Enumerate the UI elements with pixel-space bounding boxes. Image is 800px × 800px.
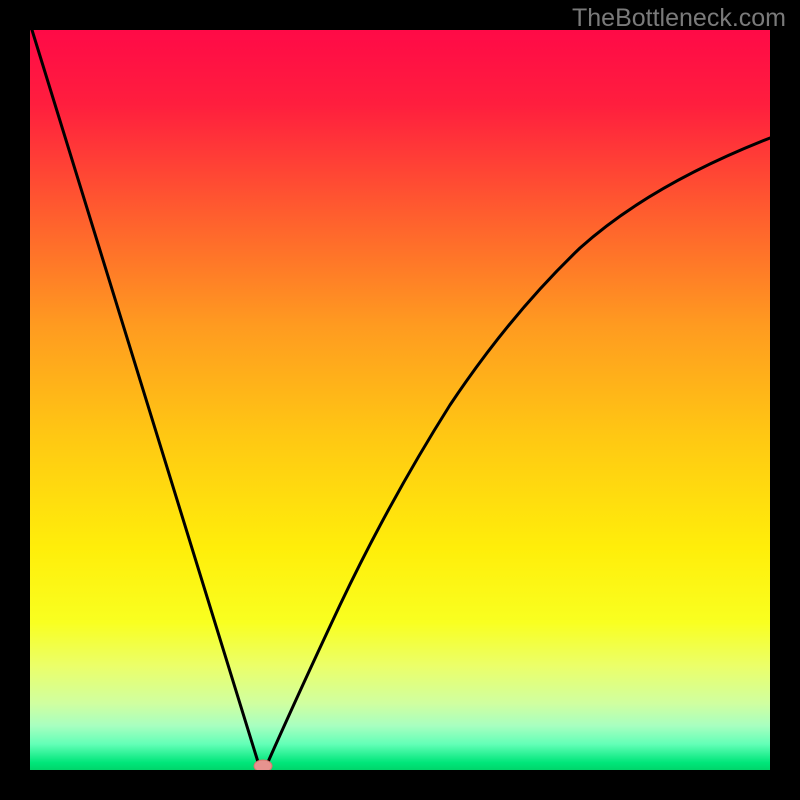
plot-area <box>30 30 770 770</box>
chart-frame: TheBottleneck.com <box>0 0 800 800</box>
minimum-marker <box>254 760 272 770</box>
watermark-text: TheBottleneck.com <box>572 4 786 33</box>
curve-overlay-svg <box>30 30 770 770</box>
bottleneck-curve <box>32 30 770 766</box>
